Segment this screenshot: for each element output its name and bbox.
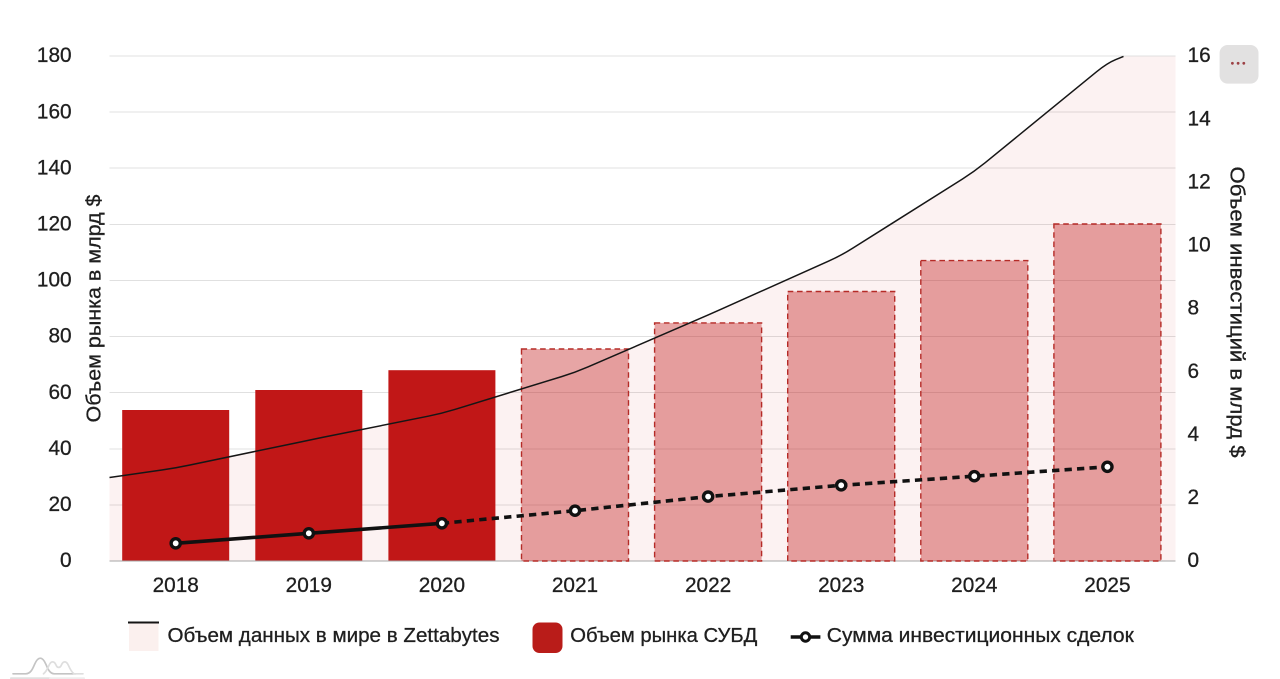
svg-text:2019: 2019 — [286, 574, 332, 597]
svg-text:140: 140 — [37, 156, 72, 179]
svg-text:16: 16 — [1188, 44, 1211, 67]
svg-text:20: 20 — [48, 493, 71, 516]
svg-text:2021: 2021 — [552, 574, 598, 597]
svg-text:Объем данных в мире в Zettabyt: Объем данных в мире в Zettabytes — [168, 625, 500, 647]
svg-text:2018: 2018 — [153, 574, 199, 597]
svg-text:Сумма инвестиционных сделок: Сумма инвестиционных сделок — [827, 625, 1134, 647]
svg-text:2023: 2023 — [818, 574, 864, 597]
svg-text:12: 12 — [1188, 171, 1211, 194]
svg-text:14: 14 — [1188, 107, 1211, 130]
svg-text:40: 40 — [48, 437, 71, 460]
svg-text:100: 100 — [37, 269, 72, 292]
svg-text:6: 6 — [1188, 360, 1200, 383]
svg-text:10: 10 — [1188, 234, 1211, 257]
svg-text:120: 120 — [37, 213, 72, 236]
svg-text:8: 8 — [1188, 297, 1200, 320]
svg-text:60: 60 — [48, 381, 71, 404]
svg-text:180: 180 — [37, 44, 72, 67]
svg-text:0: 0 — [1188, 549, 1200, 572]
svg-text:2022: 2022 — [685, 574, 731, 597]
svg-text:2025: 2025 — [1084, 574, 1130, 597]
svg-text:Объем рынка в млрд $: Объем рынка в млрд $ — [84, 195, 106, 423]
svg-text:Объем рынка СУБД: Объем рынка СУБД — [570, 625, 757, 647]
svg-text:Объем инвестиций в млрд $: Объем инвестиций в млрд $ — [1226, 167, 1248, 458]
svg-text:80: 80 — [48, 325, 71, 348]
svg-text:160: 160 — [37, 100, 72, 123]
svg-text:2: 2 — [1188, 486, 1200, 509]
svg-text:2024: 2024 — [951, 574, 997, 597]
svg-text:4: 4 — [1188, 423, 1200, 446]
svg-text:2020: 2020 — [419, 574, 465, 597]
svg-text:0: 0 — [60, 549, 72, 572]
